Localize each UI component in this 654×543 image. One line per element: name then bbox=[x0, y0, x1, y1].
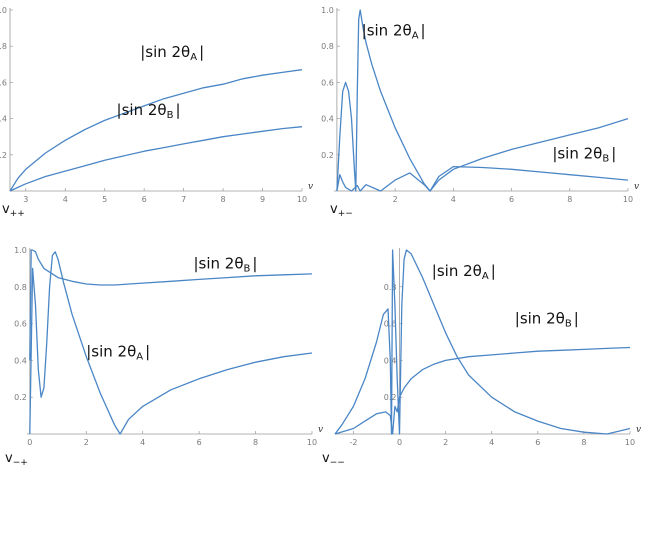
x-tick-label: 0 bbox=[397, 438, 402, 447]
x-tick-label: 10 bbox=[297, 195, 307, 204]
y-tick-label: 0.6 bbox=[0, 78, 7, 87]
series-line-b bbox=[9, 126, 303, 192]
y-tick-label: 0.8 bbox=[14, 283, 27, 292]
x-tick-label: 5 bbox=[102, 195, 107, 204]
y-tick-label: 0.6 bbox=[321, 78, 334, 87]
y-tick-label: 0.8 bbox=[384, 283, 397, 292]
y-tick-label: 0.6 bbox=[14, 320, 27, 329]
series-line-a bbox=[29, 251, 313, 435]
y-tick-label: 0.2 bbox=[321, 151, 334, 160]
x-tick-label: 8 bbox=[221, 195, 226, 204]
series-label-b: |sin 2θB | bbox=[117, 101, 181, 121]
y-tick-label: 0.8 bbox=[0, 42, 7, 51]
series-line-a bbox=[336, 9, 629, 192]
panel-label: v−− bbox=[322, 451, 345, 468]
panel-4: -2 0 2 4 6 8 100.20.40.60.8v|sin 2θA ||sin 2θB |… bbox=[322, 248, 641, 468]
x-tick-label: 4 bbox=[140, 438, 145, 447]
series-label-a: |sin 2θA | bbox=[362, 21, 426, 41]
x-axis-label: v bbox=[636, 425, 641, 435]
y-tick-label: 0.4 bbox=[0, 115, 7, 124]
x-tick-label: 2 bbox=[443, 438, 448, 447]
x-tick-label: 6 bbox=[509, 195, 514, 204]
y-tick-label: 0.8 bbox=[321, 42, 334, 51]
x-tick-label: 8 bbox=[253, 438, 258, 447]
x-tick-label: 10 bbox=[625, 438, 635, 447]
x-tick-label: 4 bbox=[451, 195, 456, 204]
series-line-a bbox=[334, 249, 631, 435]
x-tick-label: -2 bbox=[349, 438, 357, 447]
series-label-b: |sin 2θB | bbox=[193, 254, 257, 274]
x-tick-label: 7 bbox=[181, 195, 186, 204]
x-tick-label: 6 bbox=[142, 195, 147, 204]
series-label-a: |sin 2θA | bbox=[140, 43, 204, 63]
y-tick-label: 0.2 bbox=[384, 393, 397, 402]
panel-label: v+− bbox=[330, 202, 353, 219]
x-tick-label: 10 bbox=[307, 438, 317, 447]
x-tick-label: 0 bbox=[27, 438, 32, 447]
series-line-a bbox=[9, 69, 303, 192]
x-axis-label: v bbox=[634, 182, 639, 192]
series-label-b: |sin 2θB | bbox=[515, 310, 579, 330]
x-tick-label: 4 bbox=[489, 438, 494, 447]
series-line-b bbox=[334, 346, 631, 435]
x-tick-label: 2 bbox=[84, 438, 89, 447]
x-tick-label: 9 bbox=[260, 195, 265, 204]
x-tick-label: 3 bbox=[23, 195, 28, 204]
panel-1: 3 4 5 6 7 8 9 10 0.2 0.4 0.6 0.8 1.0 v |sin 2θA| |sin 2… bbox=[0, 6, 313, 219]
x-tick-label: 8 bbox=[581, 438, 586, 447]
y-tick-label: 0.4 bbox=[14, 356, 27, 365]
panel-label: v++ bbox=[2, 202, 25, 219]
x-tick-label: 4 bbox=[63, 195, 68, 204]
panel-label: v−+ bbox=[5, 451, 28, 468]
series-line-b bbox=[29, 249, 313, 361]
series-label-b: |sin 2θB | bbox=[552, 144, 616, 164]
x-axis-label: v bbox=[308, 182, 313, 192]
x-tick-label: 2 bbox=[393, 195, 398, 204]
series-label-a: |sin 2θA | bbox=[432, 262, 496, 282]
y-tick-label: 1.0 bbox=[14, 246, 27, 255]
x-tick-label: 6 bbox=[197, 438, 202, 447]
series-label-a: |sin 2θA | bbox=[86, 343, 150, 363]
y-tick-label: 1.0 bbox=[321, 6, 334, 15]
y-tick-label: 1.0 bbox=[0, 6, 7, 15]
y-tick-label: 0.4 bbox=[321, 115, 334, 124]
x-tick-label: 6 bbox=[535, 438, 540, 447]
series-line-b bbox=[336, 117, 629, 192]
x-tick-label: 8 bbox=[567, 195, 572, 204]
y-tick-label: 0.6 bbox=[384, 320, 397, 329]
panel-3: 0 2 4 6 8 10 0.2 0.4 0.6 0.8 1.0 v |sin 2θA | |sin 2θB… bbox=[5, 246, 323, 468]
x-tick-label: 10 bbox=[623, 195, 633, 204]
x-axis-label: v bbox=[318, 425, 323, 435]
y-tick-label: 0.2 bbox=[0, 151, 7, 160]
y-tick-label: 0.2 bbox=[14, 393, 27, 402]
panel-2: 2 4 6 8 10 0.2 0.4 0.6 0.8 1.0 v |sin 2θA | |sin 2θB |… bbox=[321, 6, 639, 219]
